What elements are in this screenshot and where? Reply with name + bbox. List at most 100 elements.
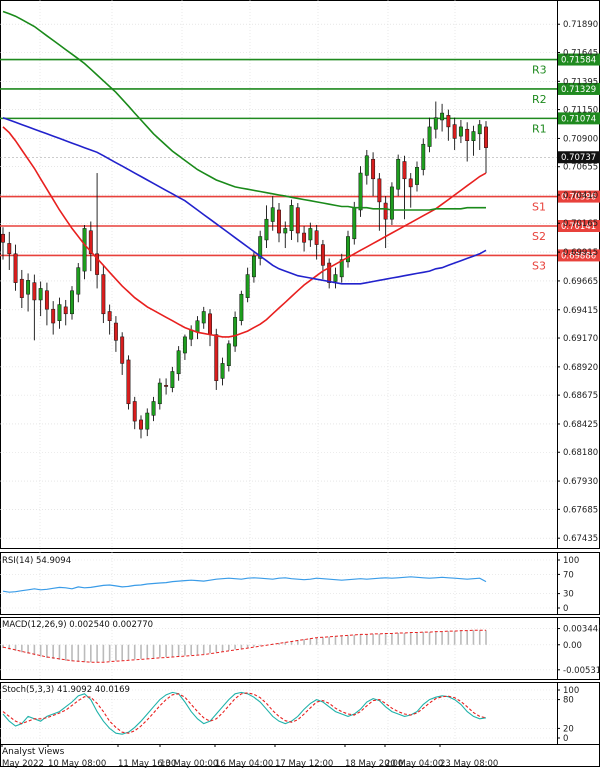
macd-signal-line [2,629,486,663]
candle-body [465,128,470,141]
price-tick-label: 0.71150 [563,106,598,116]
candle [484,121,488,174]
candle [245,267,250,303]
candle [339,253,344,283]
candle-body [377,178,382,203]
candle-body [440,112,445,121]
candle-body [289,205,294,231]
candle-body [1,233,5,243]
candle-body [70,290,74,315]
candle-body [346,236,350,263]
price-tick-label: 0.68180 [563,448,598,458]
level-name-s1: S1 [532,201,546,214]
candle-body [245,274,250,298]
price-tick-label: 0.71395 [563,77,598,87]
candle [38,281,43,317]
candle-body [352,207,357,240]
candle [251,251,256,283]
candle [208,309,212,347]
price-tick-label: 0.68675 [563,391,598,401]
level-name-r1: R1 [532,122,547,135]
stoch-d-line [2,692,487,734]
candle [76,263,81,303]
candle-body [139,419,143,430]
candle [107,304,112,335]
candle-body [63,306,68,315]
candle-body [7,243,12,255]
candle [402,155,407,220]
candle [440,103,445,132]
candle-body [389,186,394,220]
stoch-title: Stoch(5,3,3) 41.9092 40.0169 [2,685,130,695]
candle [421,138,426,176]
rsi-tick-label: 100 [563,556,579,566]
candle-body [164,385,169,387]
price-tick-label: 0.70165 [563,219,598,229]
candle [82,224,87,280]
candle-body [201,311,206,324]
time-tick-label: May 2022 [2,759,44,769]
candle [26,273,31,312]
candle-body [277,209,281,234]
rsi-title: RSI(14) 54.9094 [2,556,71,566]
candle [264,205,269,249]
candle [471,125,476,156]
candle-body [446,115,451,128]
candle [383,196,388,249]
stoch-tick-label: 0 [563,734,568,744]
time-tick-label: 20 May 04:00 [385,759,443,769]
level-name-r3: R3 [532,64,547,77]
candle [452,117,457,150]
candle-body [195,320,200,333]
candle [320,239,325,280]
candle [308,222,313,247]
candle-body [182,336,187,354]
candle [233,311,238,352]
price-tick-label: 0.71645 [563,48,598,58]
candle-body [44,290,49,310]
price-tick-label: 0.68425 [563,420,598,430]
candle [239,290,244,326]
candle [427,117,432,153]
stoch-k-line [2,691,487,735]
price-tick-label: 0.70655 [563,163,598,173]
candle [57,297,62,329]
candle-body [251,255,256,278]
candle [477,119,482,150]
candle-body [264,218,269,241]
candle [70,286,74,320]
candle-body [19,278,24,298]
candle [63,299,68,326]
candle-body [452,124,457,139]
candle [389,182,394,225]
price-tick-label: 0.69915 [563,248,598,258]
candle-body [477,124,482,135]
candle [446,109,451,141]
candle [19,269,24,309]
candle-body [157,382,162,405]
level-tag-label-s1: 0.70396 [561,193,596,203]
ma-fast-line [2,126,487,338]
price-tick-label: 0.67435 [563,534,598,544]
rsi-tick-label: 0 [563,604,568,614]
level-name-s2: S2 [532,230,546,243]
candle-body [76,267,81,295]
candle-body [408,178,413,188]
level-name-r2: R2 [532,93,547,106]
candle [258,230,263,266]
candle-body [364,155,369,176]
candle-body [314,230,319,245]
macd-tick-label: -0.005319 [563,666,600,676]
stoch-tick-label: 100 [563,686,579,696]
candle-body [120,336,125,364]
time-tick-label: 18 May 20:00 [345,759,403,769]
candle-body [132,401,137,422]
macd-tick-label: 0.003445 [563,625,600,635]
candle-body [51,308,56,324]
level-tag-label-r3: 0.71584 [561,56,596,66]
level-tag-label-r1: 0.71074 [561,114,596,124]
candle [371,152,376,197]
candle-body [126,359,131,405]
candle-body [358,172,363,211]
candle [95,173,100,289]
